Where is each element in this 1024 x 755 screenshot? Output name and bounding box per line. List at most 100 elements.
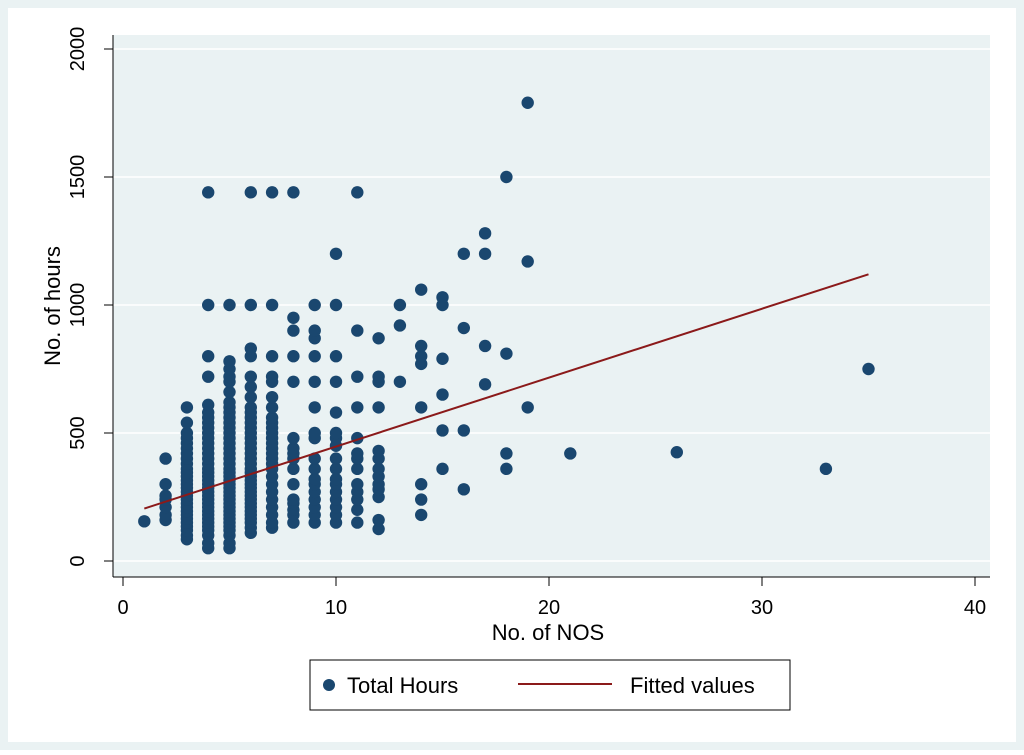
data-point (287, 462, 300, 476)
data-point (478, 378, 492, 391)
data-point (500, 462, 513, 476)
data-point (564, 447, 577, 460)
data-point (351, 186, 364, 199)
data-point (308, 375, 321, 388)
data-point (436, 291, 449, 304)
y-axis-title: No. of hours (40, 246, 65, 366)
data-point (436, 388, 449, 401)
data-point (415, 350, 428, 363)
data-point (223, 396, 236, 409)
data-point (244, 186, 257, 199)
data-point (478, 339, 492, 353)
data-point (478, 247, 492, 260)
data-point (670, 446, 683, 459)
data-point (202, 298, 215, 312)
data-point (265, 401, 279, 414)
data-point (415, 283, 428, 296)
data-point (436, 424, 449, 437)
x-axis-ticks: 0 10 20 30 40 (117, 577, 986, 619)
data-point (308, 472, 321, 486)
data-point (372, 462, 385, 476)
data-point (521, 255, 534, 268)
data-point (308, 401, 321, 414)
data-point (329, 247, 343, 260)
data-point (372, 332, 385, 345)
data-point (521, 96, 534, 109)
data-points (138, 96, 875, 555)
data-point (393, 298, 407, 312)
data-point (372, 444, 385, 458)
data-point (500, 347, 513, 360)
data-point (308, 298, 321, 312)
data-point (202, 370, 215, 383)
data-point (329, 472, 343, 486)
data-point (244, 342, 257, 355)
data-point (265, 370, 279, 383)
data-point (372, 522, 385, 536)
data-point (265, 298, 279, 312)
data-point (351, 401, 364, 414)
data-point (287, 431, 300, 445)
data-point (436, 352, 449, 365)
data-point (159, 478, 172, 491)
legend: Total Hours Fitted values (309, 659, 791, 711)
data-point (500, 170, 513, 184)
data-point (329, 406, 343, 419)
legend-marker-total-hours (323, 679, 335, 691)
data-point (329, 452, 343, 465)
data-point (393, 319, 407, 332)
data-point (265, 411, 279, 424)
data-point (244, 401, 257, 414)
data-point (287, 478, 300, 491)
data-point (202, 186, 215, 199)
data-point (862, 362, 875, 376)
y-tick-label-0: 0 (67, 555, 89, 566)
data-point (287, 350, 300, 363)
data-point (180, 416, 194, 429)
data-point (521, 401, 534, 414)
data-point (329, 462, 343, 476)
x-tick-label-20: 20 (538, 597, 560, 619)
data-point (457, 321, 470, 335)
legend-label-total-hours: Total Hours (347, 673, 458, 698)
data-point (308, 324, 321, 337)
data-point (287, 186, 300, 199)
data-point (138, 515, 151, 528)
data-point (457, 483, 470, 496)
data-point (308, 452, 321, 465)
fitted-values-line (143, 273, 869, 510)
data-point (308, 462, 321, 476)
data-point (180, 401, 194, 414)
data-point (819, 462, 833, 476)
data-point (265, 186, 279, 199)
data-point (329, 298, 343, 312)
data-point (329, 375, 343, 388)
data-point (415, 339, 428, 353)
y-tick-label-1000: 1000 (67, 283, 89, 328)
data-point (223, 298, 236, 312)
data-point (415, 401, 428, 414)
data-point (287, 311, 300, 324)
data-point (244, 298, 257, 312)
y-axis-ticks: 0 500 1000 1500 2000 (67, 27, 113, 567)
y-tick-label-2000: 2000 (67, 27, 89, 72)
data-point (287, 375, 300, 388)
data-point (351, 324, 364, 337)
x-tick-label-40: 40 (964, 597, 986, 619)
data-point (159, 452, 172, 465)
data-point (244, 370, 257, 383)
data-point (244, 390, 257, 404)
data-point (180, 426, 194, 440)
data-point (351, 503, 364, 516)
x-axis-title: No. of NOS (492, 620, 604, 645)
y-tick-label-1500: 1500 (67, 155, 89, 200)
data-point (244, 380, 257, 394)
data-point (223, 355, 236, 368)
data-point (372, 401, 385, 414)
data-point (351, 370, 364, 383)
data-point (415, 508, 428, 522)
data-point (351, 516, 364, 529)
data-point (223, 385, 236, 399)
